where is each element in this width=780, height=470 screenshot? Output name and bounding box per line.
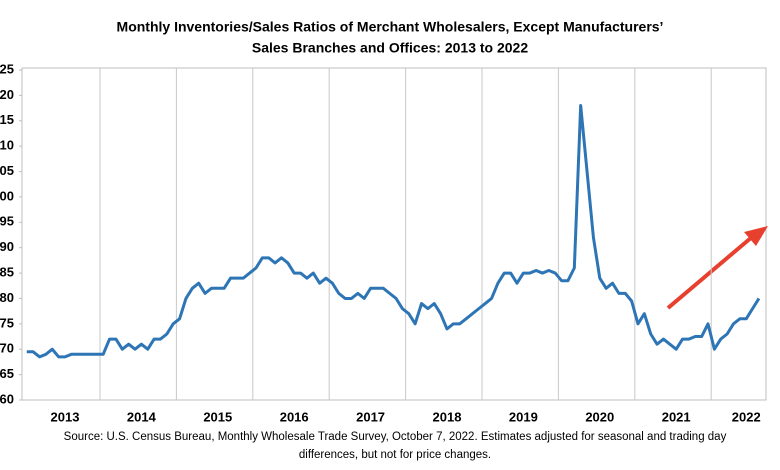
- x-tick-label: 2022: [732, 409, 761, 424]
- y-tick-label: 1.05: [0, 163, 14, 178]
- x-tick-label: 2016: [280, 409, 309, 424]
- x-tick-label: 2014: [127, 409, 157, 424]
- y-tick-label: 0.80: [0, 290, 14, 305]
- y-tick-label: 0.75: [0, 315, 14, 330]
- data-line: [26, 104, 761, 359]
- y-tick-label: 0.70: [0, 341, 14, 356]
- y-tick-label: 1.00: [0, 188, 14, 203]
- x-tick-label: 2013: [51, 409, 80, 424]
- y-tick-label: 0.90: [0, 239, 14, 254]
- x-tick-label: 2015: [203, 409, 232, 424]
- y-tick-label: 1.10: [0, 138, 14, 153]
- y-tick-label: 1.20: [0, 87, 14, 102]
- y-tick-label: 0.85: [0, 265, 14, 280]
- source-note: differences, but not for price changes.: [299, 449, 491, 461]
- x-tick-label: 2019: [509, 409, 538, 424]
- y-tick-label: 0.95: [0, 214, 14, 229]
- plot-frame: [21, 67, 767, 401]
- x-tick-label: 2017: [356, 409, 385, 424]
- source-note: Source: U.S. Census Bureau, Monthly Whol…: [64, 431, 727, 443]
- chart-title: Sales Branches and Offices: 2013 to 2022: [252, 40, 528, 56]
- y-tick-label: 1.15: [0, 112, 14, 127]
- chart-title: Monthly Inventories/Sales Ratios of Merc…: [117, 19, 664, 35]
- y-tick-label: 1.25: [0, 61, 14, 76]
- x-tick-label: 2018: [433, 409, 462, 424]
- x-tick-label: 2020: [585, 409, 614, 424]
- y-tick-label: 0.60: [0, 391, 14, 406]
- x-tick-label: 2021: [662, 409, 691, 424]
- y-tick-label: 0.65: [0, 366, 14, 381]
- trend-arrow: [666, 226, 768, 310]
